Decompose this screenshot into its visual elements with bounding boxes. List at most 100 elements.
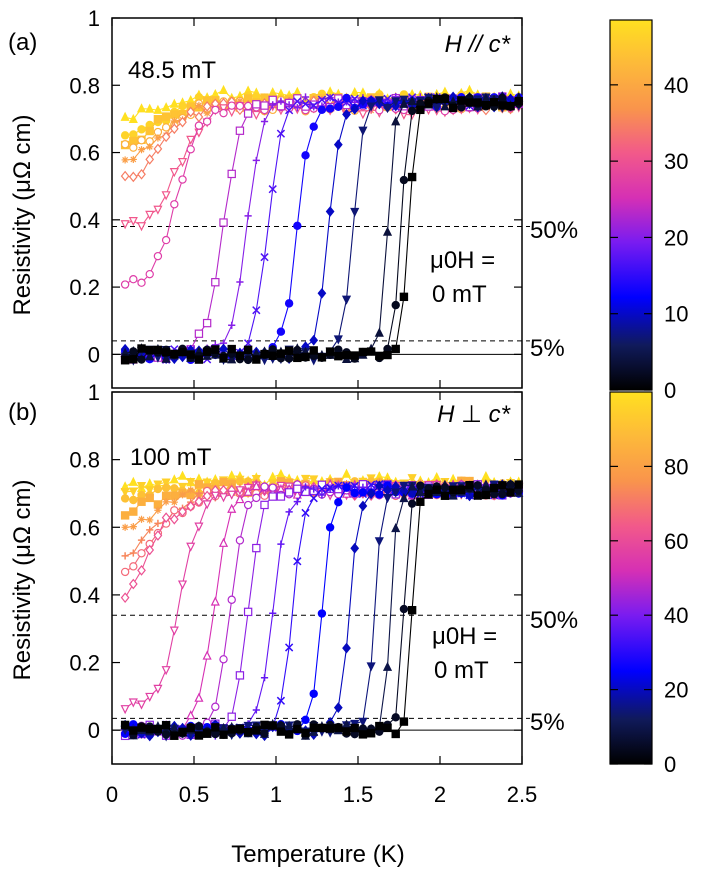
data-point-a-48.5-2: [136, 103, 147, 113]
data-point-b-95-22: [300, 474, 311, 484]
data-point-a-0-14: [235, 351, 245, 360]
data-point-a-22-12: [219, 218, 228, 227]
data-point-a-22-10: [202, 318, 212, 328]
data-point-a-13-25: [325, 104, 335, 113]
data-point-a-2-1: [129, 347, 138, 356]
data-point-b-78-2: [137, 515, 146, 523]
ytick-label-a-4: 0.8: [69, 73, 100, 98]
data-point-a-19-16: [252, 156, 260, 165]
data-point-a-48.5-12: [218, 84, 229, 95]
data-point-a-10-24: [317, 287, 327, 299]
data-point-a-30-6: [169, 168, 179, 178]
data-point-b-60-2: [137, 565, 146, 576]
data-point-a-19-20: [285, 101, 293, 109]
data-point-b-84-1: [129, 507, 138, 516]
xtick-label-3: 1.5: [343, 782, 374, 807]
data-point-a-0-37: [424, 99, 433, 108]
data-point-b-5-34: [399, 604, 409, 614]
data-point-a-41-1: [129, 143, 138, 152]
data-point-a-48.5-6: [169, 98, 179, 108]
data-point-a-22-16: [252, 100, 261, 109]
data-point-b-95-35: [407, 474, 417, 484]
ytick-label-a-2: 0.4: [69, 208, 100, 233]
data-point-a-7-31: [374, 96, 384, 106]
data-point-a-16-17: [260, 253, 269, 262]
cbar-tick-label-1-3: 60: [664, 529, 688, 554]
data-point-b-0-8: [186, 723, 195, 733]
data-point-b-55-14: [235, 486, 245, 496]
data-point-a-34-6: [169, 123, 179, 135]
data-point-b-95-0: [120, 488, 130, 498]
data-point-a-30-5: [161, 191, 171, 201]
plot-frame-a: [111, 17, 523, 389]
data-point-b-25-25: [325, 523, 335, 532]
data-point-a-4-35: [407, 95, 417, 106]
data-point-b-66-2: [137, 549, 146, 558]
data-point-a-2-35: [407, 106, 417, 116]
data-point-a-44-4: [153, 115, 163, 124]
data-point-a-0-47: [506, 101, 515, 111]
data-point-b-10-32: [382, 661, 393, 671]
cbar-tick-label-1-2: 40: [664, 603, 688, 628]
data-point-a-26-12: [219, 108, 228, 118]
data-point-a-30-3: [145, 210, 155, 220]
data-point-a-4-13: [227, 354, 237, 364]
data-point-b-5-36: [416, 481, 425, 490]
data-point-a-0-39: [440, 94, 450, 104]
data-point-b-0-29: [358, 730, 368, 739]
data-point-b-72-0: [121, 552, 129, 560]
data-point-b-0-41: [457, 485, 466, 495]
data-point-b-66-1: [129, 562, 138, 571]
data-point-b-95-10: [202, 478, 212, 488]
data-point-a-4-33: [391, 116, 401, 126]
data-point-b-15-34: [399, 481, 409, 491]
data-point-b-0-32: [383, 723, 392, 733]
series-b-25mT: [120, 481, 523, 740]
data-point-a-10-23: [309, 334, 319, 346]
data-point-a-13-22: [301, 151, 310, 160]
series-a-10mT: [120, 91, 524, 365]
data-point-a-2-2: [137, 355, 146, 364]
data-point-a-34-3: [145, 154, 155, 165]
data-point-b-0-37: [424, 489, 433, 499]
data-point-b-25-24: [317, 609, 327, 618]
data-point-b-78-6: [170, 498, 178, 506]
panel-label-a: (a): [8, 29, 37, 56]
data-point-a-13-26: [334, 102, 343, 112]
data-point-b-55-2: [136, 700, 147, 710]
cbar-tick-label-1-0: 0: [664, 752, 676, 777]
data-point-a-48.5-25: [325, 86, 335, 96]
data-point-b-55-1: [128, 698, 138, 708]
data-point-b-20-27: [342, 642, 351, 654]
panel-a: 0 0.2 0.4 0.6 0.8 1 (a) 48.5 mT H // c* μ0H =…: [8, 6, 578, 389]
data-point-b-15-15: [243, 721, 253, 732]
data-point-b-0-15: [243, 727, 253, 737]
series-line-a-16: [125, 96, 519, 361]
data-point-b-60-6: [169, 513, 179, 525]
data-point-b-0-4: [153, 724, 163, 734]
data-point-b-30-26: [334, 481, 343, 490]
data-point-b-0-44: [481, 490, 491, 500]
data-point-b-45-13: [227, 595, 236, 604]
cbar-tick-label-0-0: 0: [664, 378, 676, 403]
xtick-label-4: 2: [434, 782, 446, 807]
data-point-a-0-19: [276, 349, 286, 358]
panel-b: 0 0.2 0.4 0.6 0.8 1 0 0.5 1 1.5 2 2.5 (b) 100 mT H …: [8, 380, 578, 868]
data-point-a-22-14: [235, 126, 245, 135]
colorbar-bottom: [609, 391, 653, 765]
data-point-a-0-11: [211, 345, 220, 354]
data-point-a-0-43: [473, 98, 482, 107]
panel-label-b: (b): [8, 399, 37, 426]
data-point-b-100-7: [177, 470, 188, 480]
data-point-a-0-8: [186, 350, 195, 359]
data-point-a-4-5: [161, 353, 171, 363]
data-point-b-0-34: [399, 717, 409, 726]
data-point-b-78-4: [154, 506, 162, 514]
data-point-a-7-30: [366, 102, 376, 112]
data-point-a-19-22: [301, 93, 310, 101]
data-point-a-22-11: [211, 278, 220, 287]
data-point-b-0-31: [375, 721, 384, 731]
data-point-a-22-17: [260, 101, 269, 110]
data-point-b-15-29: [358, 717, 368, 727]
data-point-b-35-19: [277, 540, 285, 548]
